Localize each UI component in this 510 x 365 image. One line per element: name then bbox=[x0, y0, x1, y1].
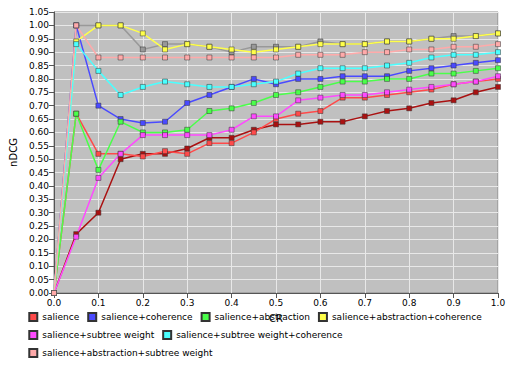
svg-text:salience+abstraction+subtree w: salience+abstraction+subtree weight bbox=[42, 348, 213, 358]
svg-text:0.05: 0.05 bbox=[29, 275, 49, 285]
svg-text:0.8: 0.8 bbox=[402, 298, 417, 308]
svg-text:salience: salience bbox=[42, 312, 79, 322]
svg-text:1.05: 1.05 bbox=[29, 7, 49, 17]
svg-text:0.35: 0.35 bbox=[29, 194, 49, 204]
svg-text:0.25: 0.25 bbox=[29, 221, 49, 231]
svg-text:salience+subtree weight+cohere: salience+subtree weight+coherence bbox=[176, 330, 343, 340]
svg-text:salience+subtree weight: salience+subtree weight bbox=[42, 330, 154, 340]
svg-text:salience+abstraction: salience+abstraction bbox=[215, 312, 310, 322]
svg-text:0.2: 0.2 bbox=[136, 298, 150, 308]
svg-text:0.65: 0.65 bbox=[29, 114, 49, 124]
svg-text:0.45: 0.45 bbox=[29, 168, 49, 178]
svg-text:salience+abstraction+coherence: salience+abstraction+coherence bbox=[332, 312, 482, 322]
svg-text:0.75: 0.75 bbox=[29, 87, 49, 97]
svg-text:0.3: 0.3 bbox=[180, 298, 194, 308]
svg-text:1.0: 1.0 bbox=[491, 298, 506, 308]
svg-text:0.5: 0.5 bbox=[269, 298, 283, 308]
svg-text:0.15: 0.15 bbox=[29, 248, 49, 258]
svg-text:0.80: 0.80 bbox=[29, 74, 49, 84]
svg-text:0.70: 0.70 bbox=[29, 101, 49, 111]
svg-text:0.85: 0.85 bbox=[29, 61, 49, 71]
svg-text:0.10: 0.10 bbox=[29, 261, 49, 271]
svg-text:0.50: 0.50 bbox=[29, 154, 49, 164]
svg-text:0.20: 0.20 bbox=[29, 234, 49, 244]
svg-text:1.00: 1.00 bbox=[29, 20, 49, 30]
svg-text:0.60: 0.60 bbox=[29, 127, 49, 137]
svg-text:0.0: 0.0 bbox=[47, 298, 62, 308]
svg-text:0.4: 0.4 bbox=[224, 298, 239, 308]
svg-text:0.00: 0.00 bbox=[29, 288, 49, 298]
svg-text:0.1: 0.1 bbox=[91, 298, 105, 308]
svg-text:salience+coherence: salience+coherence bbox=[101, 312, 193, 322]
svg-text:0.7: 0.7 bbox=[358, 298, 372, 308]
svg-text:0.9: 0.9 bbox=[446, 298, 461, 308]
svg-text:0.6: 0.6 bbox=[313, 298, 328, 308]
svg-text:0.90: 0.90 bbox=[29, 47, 49, 57]
svg-text:0.55: 0.55 bbox=[29, 141, 49, 151]
svg-text:0.95: 0.95 bbox=[29, 34, 49, 44]
svg-text:0.40: 0.40 bbox=[29, 181, 49, 191]
svg-text:0.30: 0.30 bbox=[29, 208, 49, 218]
svg-text:nDCG: nDCG bbox=[8, 138, 19, 167]
